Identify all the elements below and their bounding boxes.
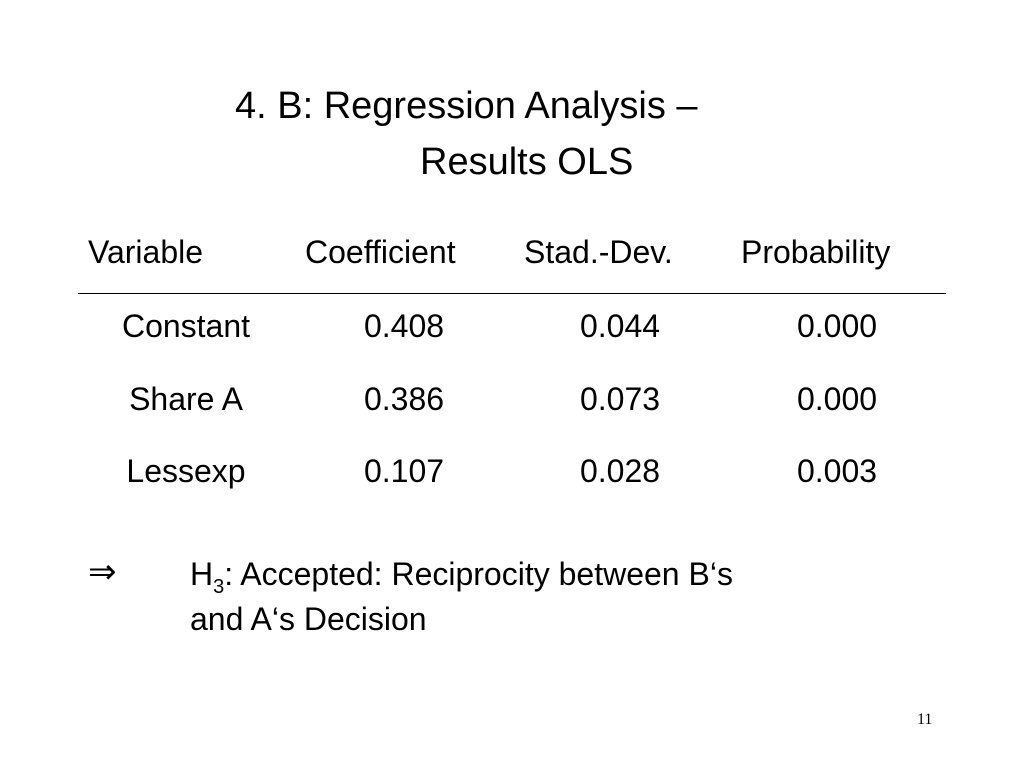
table-cell-coefficient: 0.107 — [363, 453, 445, 489]
table-cell-coefficient: 0.386 — [363, 381, 445, 417]
hypothesis-subscript: 3 — [213, 576, 225, 598]
slide-title-line-1: 4. B: Regression Analysis – — [235, 85, 698, 127]
table-cell-variable: Constant — [121, 308, 251, 344]
table-cell-coefficient: 0.408 — [363, 308, 445, 344]
slide-title-line-2: Results OLS — [420, 141, 634, 183]
table-cell-variable: Share A — [129, 381, 243, 417]
conclusion-line-2: and A‘s Decision — [190, 601, 427, 637]
table-header-rule — [78, 293, 946, 294]
implies-arrow-icon: ⇒ — [88, 553, 117, 591]
conclusion-line-1: H3: Accepted: Reciprocity between B‘s — [190, 554, 733, 599]
table-header-std-dev: Stad.-Dev. — [524, 234, 673, 270]
table-cell-variable: Lessexp — [126, 453, 246, 489]
hypothesis-letter: H — [190, 556, 214, 592]
conclusion-text-line-1: : Accepted: Reciprocity between B‘s — [224, 556, 733, 592]
table-header-coefficient: Coefficient — [305, 234, 456, 270]
table-cell-probability: 0.000 — [796, 308, 878, 344]
table-cell-probability: 0.000 — [796, 381, 878, 417]
table-header-probability: Probability — [741, 234, 891, 270]
table-header-variable: Variable — [88, 234, 204, 270]
table-cell-probability: 0.003 — [796, 453, 878, 489]
table-cell-std-dev: 0.044 — [579, 308, 661, 344]
page-number: 11 — [917, 711, 933, 728]
table-cell-std-dev: 0.073 — [579, 381, 661, 417]
table-cell-std-dev: 0.028 — [579, 453, 661, 489]
